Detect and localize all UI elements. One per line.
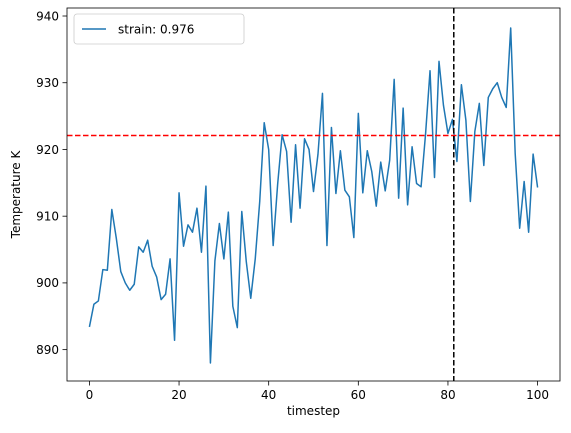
- x-tick-label: 20: [171, 388, 186, 402]
- legend-label: strain: 0.976: [118, 22, 194, 36]
- x-tick-label: 100: [526, 388, 549, 402]
- series-line-0: [88, 27, 539, 364]
- y-tick-label: 890: [36, 343, 59, 357]
- axes: 0 20 40 60 80 100 890 900 910 920 930 940: [36, 7, 561, 402]
- y-axis-label: Temperature K: [9, 150, 23, 240]
- y-tick-label: 940: [36, 9, 59, 23]
- x-tick-label: 80: [440, 388, 455, 402]
- y-tick-label: 930: [36, 76, 59, 90]
- y-tick-label: 900: [36, 276, 59, 290]
- y-tick-label: 920: [36, 143, 59, 157]
- x-tick-label: 40: [261, 388, 276, 402]
- y-tick-label: 910: [36, 209, 59, 223]
- plot-area: [88, 27, 539, 364]
- legend: strain: 0.976: [73, 13, 245, 45]
- axes-frame: [66, 7, 561, 382]
- x-axis-label: timestep: [287, 404, 340, 418]
- reference-lines: [67, 8, 560, 381]
- legend-box: [73, 13, 245, 45]
- x-tick-label: 0: [86, 388, 94, 402]
- x-tick-label: 60: [351, 388, 366, 402]
